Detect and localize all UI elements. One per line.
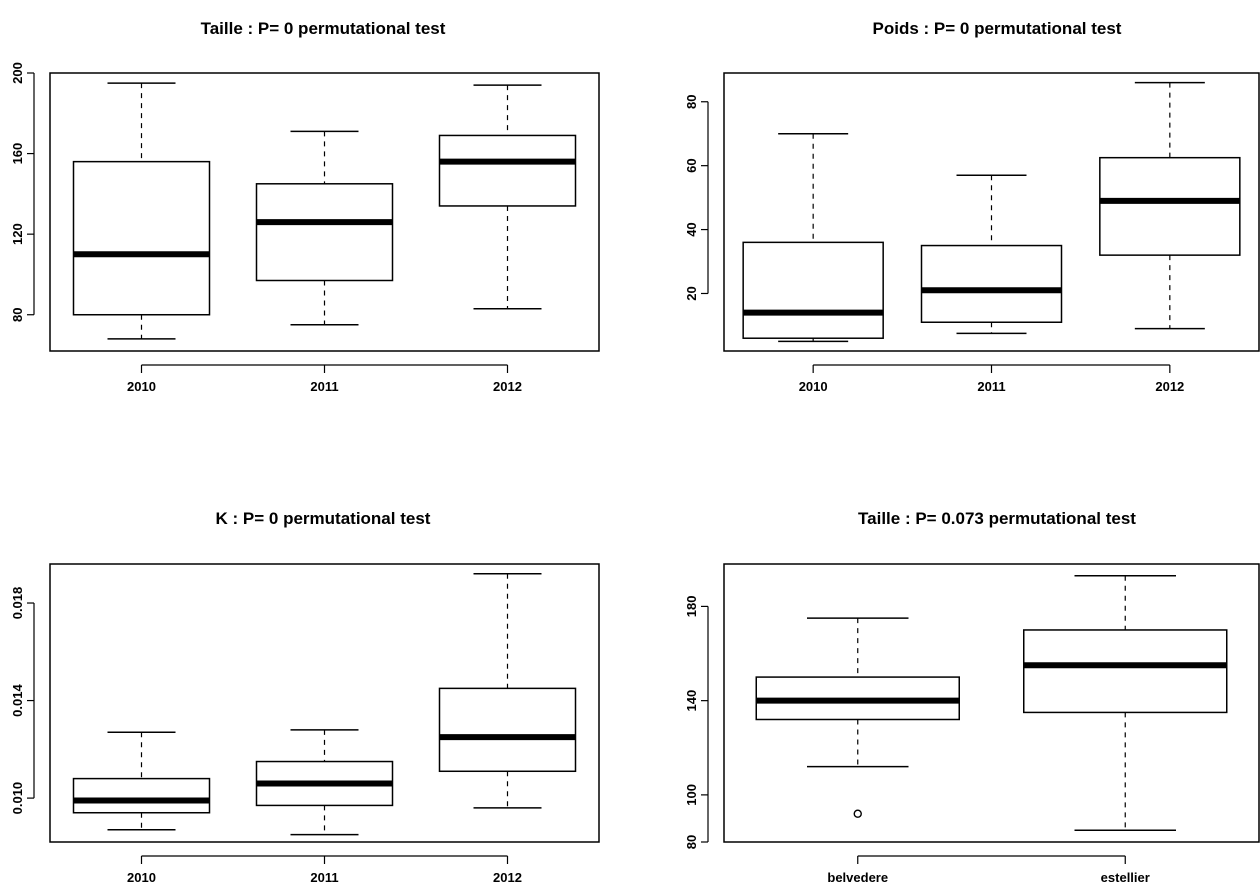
x-tick-label: 2010 — [127, 870, 156, 885]
plot-frame — [723, 72, 1260, 352]
iqr-box — [920, 244, 1063, 323]
box-2010 — [742, 132, 884, 343]
iqr-box — [438, 687, 577, 773]
box-belvedere — [755, 617, 960, 818]
plot-frame — [49, 563, 600, 843]
panel-title: Poids : P= 0 permutational test — [873, 19, 1122, 38]
box-estellier — [1023, 575, 1228, 831]
box-2011 — [920, 174, 1063, 335]
y-tick-label: 200 — [10, 62, 25, 84]
box-2012 — [1099, 81, 1241, 330]
x-tick-label: 2010 — [127, 379, 156, 394]
iqr-box — [72, 777, 211, 814]
x-tick-label: 2012 — [493, 870, 522, 885]
x-tick-label: estellier — [1101, 870, 1150, 885]
panel-title: Taille : P= 0 permutational test — [201, 19, 446, 38]
y-tick-label: 140 — [684, 690, 699, 712]
box-2012 — [438, 573, 577, 809]
y-tick-label: 0.014 — [10, 684, 25, 717]
taille-site-boxplot-panel: Taille : P= 0.073 permutational test 80 1… — [684, 509, 1260, 885]
y-tick-label: 20 — [684, 286, 699, 300]
box-2010 — [72, 82, 211, 340]
outlier-point — [853, 809, 862, 818]
x-tick-label: 2012 — [1155, 379, 1184, 394]
x-tick-label: 2011 — [977, 379, 1005, 394]
x-tick-label: 2011 — [310, 379, 338, 394]
panel-title: Taille : P= 0.073 permutational test — [858, 509, 1136, 528]
poids-year-boxplot-panel: Poids : P= 0 permutational test 20 40 60 80… — [684, 19, 1260, 394]
box-2011 — [255, 729, 394, 836]
y-tick-label: 180 — [684, 596, 699, 618]
box-2010 — [72, 731, 211, 831]
x-tick-label: 2011 — [310, 870, 338, 885]
iqr-box — [255, 183, 394, 282]
y-tick-label: 60 — [684, 158, 699, 172]
panel-title: K : P= 0 permutational test — [216, 509, 431, 528]
iqr-box — [438, 134, 577, 207]
y-tick-label: 100 — [684, 784, 699, 806]
y-tick-label: 80 — [684, 835, 699, 849]
plot-frame — [49, 72, 600, 352]
x-tick-label: 2012 — [493, 379, 522, 394]
iqr-box — [742, 241, 884, 339]
y-tick-label: 120 — [10, 223, 25, 245]
y-tick-label: 80 — [684, 95, 699, 109]
x-tick-label: belvedere — [827, 870, 888, 885]
y-tick-label: 0.010 — [10, 782, 25, 815]
y-tick-label: 40 — [684, 222, 699, 236]
y-tick-label: 80 — [10, 308, 25, 322]
taille-year-boxplot-panel: Taille : P= 0 permutational test 80 120 16… — [10, 19, 600, 394]
k-year-boxplot-panel: K : P= 0 permutational test 0.010 0.014 0.… — [10, 509, 600, 885]
y-tick-label: 0.018 — [10, 587, 25, 620]
box-2011 — [255, 130, 394, 326]
x-tick-label: 2010 — [799, 379, 828, 394]
box-2012 — [438, 84, 577, 310]
iqr-box — [1023, 629, 1228, 714]
y-tick-label: 160 — [10, 143, 25, 165]
iqr-box — [72, 160, 211, 316]
plot-frame — [723, 563, 1260, 843]
iqr-box — [1099, 156, 1241, 256]
